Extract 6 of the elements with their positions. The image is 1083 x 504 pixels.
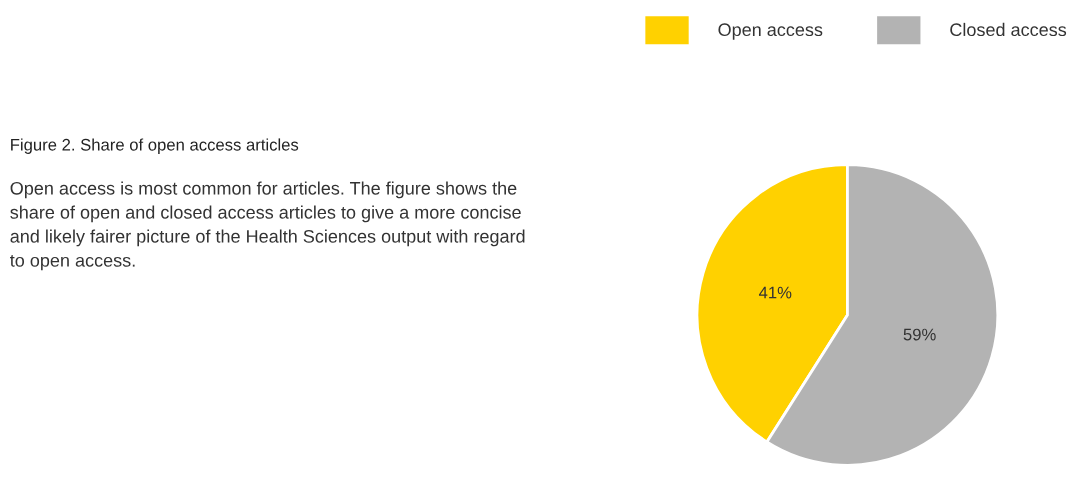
data-label: 41% — [758, 286, 792, 299]
legend-label: Open access — [718, 23, 823, 40]
legend-label: Closed access — [950, 22, 1067, 37]
text: Figure 2. Share of open access articles — [11, 138, 299, 154]
text: Open access is most common for articles. The figure shows the share of open and closed access articles to give a more concise and likely fairer picture of the Health Sciences output with regard to open access. — [10, 181, 525, 271]
data-label: 59% — [903, 328, 936, 341]
